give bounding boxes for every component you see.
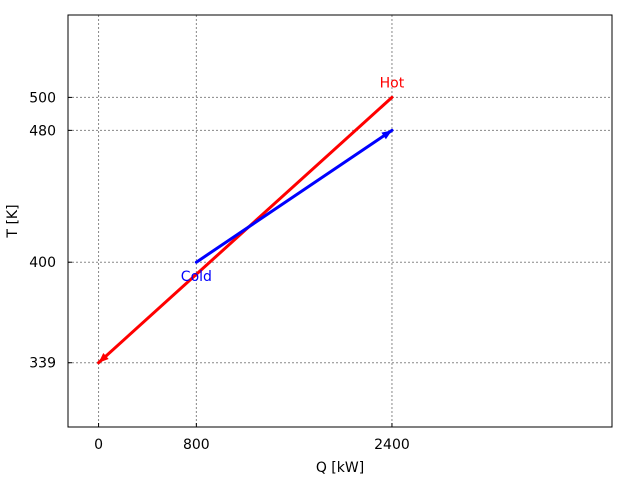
axis-ticks: 0 800 2400 339 400 480 500 (29, 90, 410, 453)
cold-stream-label: Cold (181, 269, 212, 285)
plot-series: Hot Cold (97, 75, 405, 365)
y-tick-label: 480 (29, 123, 56, 139)
x-tick-label: 800 (183, 437, 210, 453)
y-tick-label: 500 (29, 90, 56, 106)
cold-stream-line (194, 128, 394, 264)
x-tick-label: 0 (94, 437, 103, 453)
y-tick-label: 400 (29, 255, 56, 271)
x-tick-label: 2400 (374, 437, 410, 453)
y-tick-label: 339 (29, 356, 56, 372)
cold-stream-arrowhead (381, 130, 392, 140)
hot-stream-label: Hot (380, 75, 405, 91)
y-axis-title: T [K] (5, 204, 21, 238)
plot-frame (67, 14, 613, 428)
x-axis-title: Q [kW] (316, 460, 364, 476)
hot-stream-arrowhead (98, 353, 109, 363)
grid (68, 15, 612, 427)
